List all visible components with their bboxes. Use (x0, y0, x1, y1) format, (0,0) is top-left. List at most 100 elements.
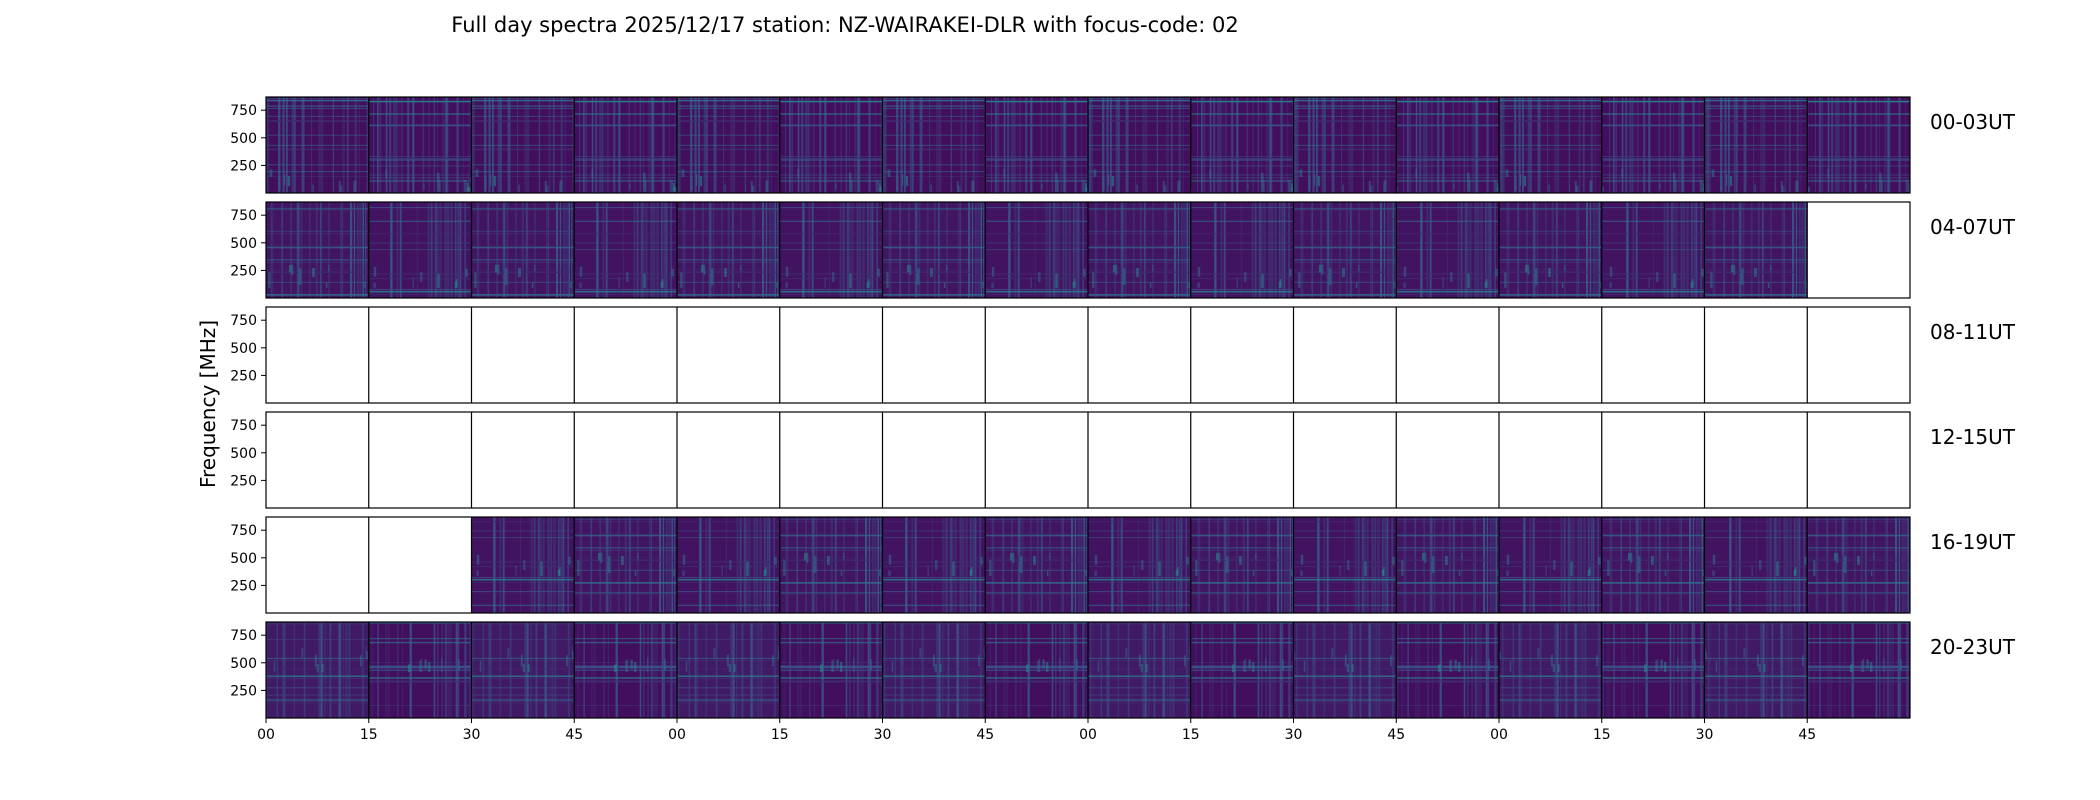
x-tick-label: 45 (1798, 727, 1816, 743)
row-label: 16-19UT (1930, 530, 2016, 554)
spectrum-panel (1088, 97, 1191, 193)
spectrum-panel (368, 202, 472, 298)
row-label: 04-07UT (1930, 215, 2016, 239)
spectrum-panel (1601, 97, 1705, 193)
spectrum-panel (779, 202, 883, 298)
spectra-row: 750 500 250 16-19UT (230, 516, 2016, 614)
spectrum-panel (1396, 97, 1499, 193)
spectrum-panel (1293, 202, 1397, 298)
empty-panel (1704, 307, 1808, 403)
spectrum-panel (1704, 517, 1808, 613)
row-frame (265, 96, 1911, 194)
row-label: 08-11UT (1930, 320, 2016, 344)
x-tick-label: 00 (257, 727, 275, 743)
empty-panel (1396, 307, 1499, 403)
x-tick-label: 45 (976, 727, 994, 743)
empty-panel (1088, 412, 1191, 508)
spectrum-panel (471, 622, 575, 718)
spectrum-panel (779, 622, 883, 718)
y-tick-label: 500 (230, 341, 257, 357)
spectrum-panel (471, 97, 575, 193)
spectrum-panel (1088, 202, 1191, 298)
row-label: 00-03UT (1930, 110, 2016, 134)
y-tick-label: 250 (230, 263, 257, 279)
spectrum-panel (1190, 517, 1294, 613)
x-tick-label: 30 (1696, 727, 1714, 743)
y-tick-label: 500 (230, 446, 257, 462)
row-label: 20-23UT (1930, 635, 2016, 659)
spectrum-panel (471, 202, 575, 298)
empty-panel (1807, 202, 1910, 298)
y-tick-label: 750 (230, 628, 257, 644)
empty-panel (266, 412, 369, 508)
empty-panel (368, 517, 472, 613)
row-frame (265, 201, 1911, 299)
empty-panel (779, 412, 883, 508)
y-tick-label: 250 (230, 368, 257, 384)
empty-panel (266, 307, 369, 403)
spectrum-panel (882, 517, 986, 613)
empty-panel (985, 307, 1088, 403)
empty-panel (1396, 412, 1499, 508)
empty-panel (471, 412, 575, 508)
empty-panel (779, 307, 883, 403)
empty-panel (368, 307, 472, 403)
spectrum-panel (1190, 97, 1294, 193)
spectrum-panel (1601, 202, 1705, 298)
spectrum-panel (985, 202, 1088, 298)
empty-panel (1293, 307, 1397, 403)
spectrum-panel (882, 202, 986, 298)
spectrum-panel (1396, 622, 1499, 718)
y-tick-label: 500 (230, 656, 257, 672)
y-tick-label: 250 (230, 158, 257, 174)
empty-panel (1807, 412, 1910, 508)
spectrum-panel (266, 622, 369, 718)
spectrum-panel (1293, 517, 1397, 613)
y-tick-label: 250 (230, 473, 257, 489)
x-tick-label: 00 (1079, 727, 1097, 743)
y-tick-label: 750 (230, 103, 257, 119)
spectrum-panel (574, 517, 677, 613)
spectrum-panel (1704, 97, 1808, 193)
spectrum-panel (1601, 517, 1705, 613)
y-tick-label: 750 (230, 208, 257, 224)
empty-panel (1190, 307, 1294, 403)
spectrum-panel (1499, 97, 1602, 193)
empty-panel (677, 412, 780, 508)
y-tick-label: 750 (230, 418, 257, 434)
empty-panel (1499, 307, 1602, 403)
row-label: 12-15UT (1930, 425, 2016, 449)
x-tick-label: 15 (1593, 727, 1611, 743)
spectrum-panel (1396, 202, 1499, 298)
spectrum-panel (1088, 622, 1191, 718)
x-tick-label: 30 (463, 727, 481, 743)
y-axis-label: Frequency [MHz] (196, 320, 220, 488)
spectra-row: 750 500 250 20-23UT (230, 621, 2016, 719)
spectra-row: 750 500 250 12-15UT (230, 411, 2016, 509)
y-tick-label: 250 (230, 683, 257, 699)
spectrum-panel (1807, 97, 1910, 193)
x-tick-label: 00 (668, 727, 686, 743)
spectrum-panel (266, 97, 369, 193)
x-tick-label: 15 (1182, 727, 1200, 743)
spectrum-panel (1704, 202, 1808, 298)
spectrum-panel (1499, 202, 1602, 298)
spectra-row: 750 500 250 08-11UT (230, 306, 2016, 404)
empty-panel (1601, 307, 1705, 403)
y-tick-label: 750 (230, 313, 257, 329)
spectra-row: 750 500 250 00-03UT (230, 96, 2016, 194)
empty-panel (1293, 412, 1397, 508)
spectra-panels: 750 500 250 00-03UT 750 500 250 04-07UT 750 500 25… (230, 96, 2016, 743)
spectrum-panel (677, 97, 780, 193)
spectrum-panel (677, 622, 780, 718)
x-tick-label: 30 (1285, 727, 1303, 743)
empty-panel (677, 307, 780, 403)
y-tick-label: 500 (230, 236, 257, 252)
empty-panel (574, 412, 677, 508)
empty-panel (1807, 307, 1910, 403)
empty-panel (1088, 307, 1191, 403)
spectrum-panel (574, 622, 677, 718)
empty-panel (574, 307, 677, 403)
spectrum-panel (471, 517, 575, 613)
